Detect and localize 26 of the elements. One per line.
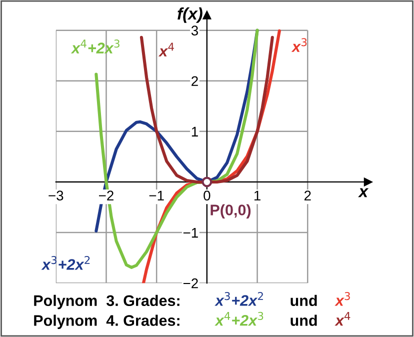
series-label: x$^{3}$+2x$^{2}$	[41, 256, 90, 270]
x-tick-label: 2	[304, 190, 311, 200]
y-tick-label: 3	[191, 26, 198, 36]
y-tick-label: −1	[183, 228, 198, 238]
y-tick-label: −2	[183, 278, 198, 288]
text: und	[290, 314, 317, 326]
text: x$^{3}$	[334, 292, 350, 306]
y-tick-label: 2	[192, 76, 198, 86]
y-tick-label: 1	[192, 126, 198, 136]
text: x$^{3}$+2x$^{2}$	[214, 292, 263, 306]
text: Polynom 3. Grades:	[34, 294, 180, 310]
y-axis-title: f(x)	[178, 7, 202, 23]
annotation: P(0,0)	[210, 204, 251, 218]
x-tick-label: −2	[99, 190, 114, 200]
x-tick-label: −3	[48, 190, 64, 201]
x-tick-label: 0	[204, 190, 210, 201]
series-label: x$^{4}$	[158, 42, 174, 56]
text: x$^{4}$+2x$^{3}$	[214, 312, 264, 326]
text: und	[290, 294, 317, 306]
x-tick-label: −1	[149, 190, 164, 200]
series-label: x$^{3}$	[291, 38, 307, 52]
text: x$^{4}$	[334, 312, 350, 326]
x-axis-title: x	[358, 188, 369, 198]
text: Polynom 4. Grades:	[34, 314, 180, 329]
x-tick-label: 1	[254, 190, 260, 200]
series-label: x$^{4}$+2x$^{3}$	[70, 40, 120, 54]
